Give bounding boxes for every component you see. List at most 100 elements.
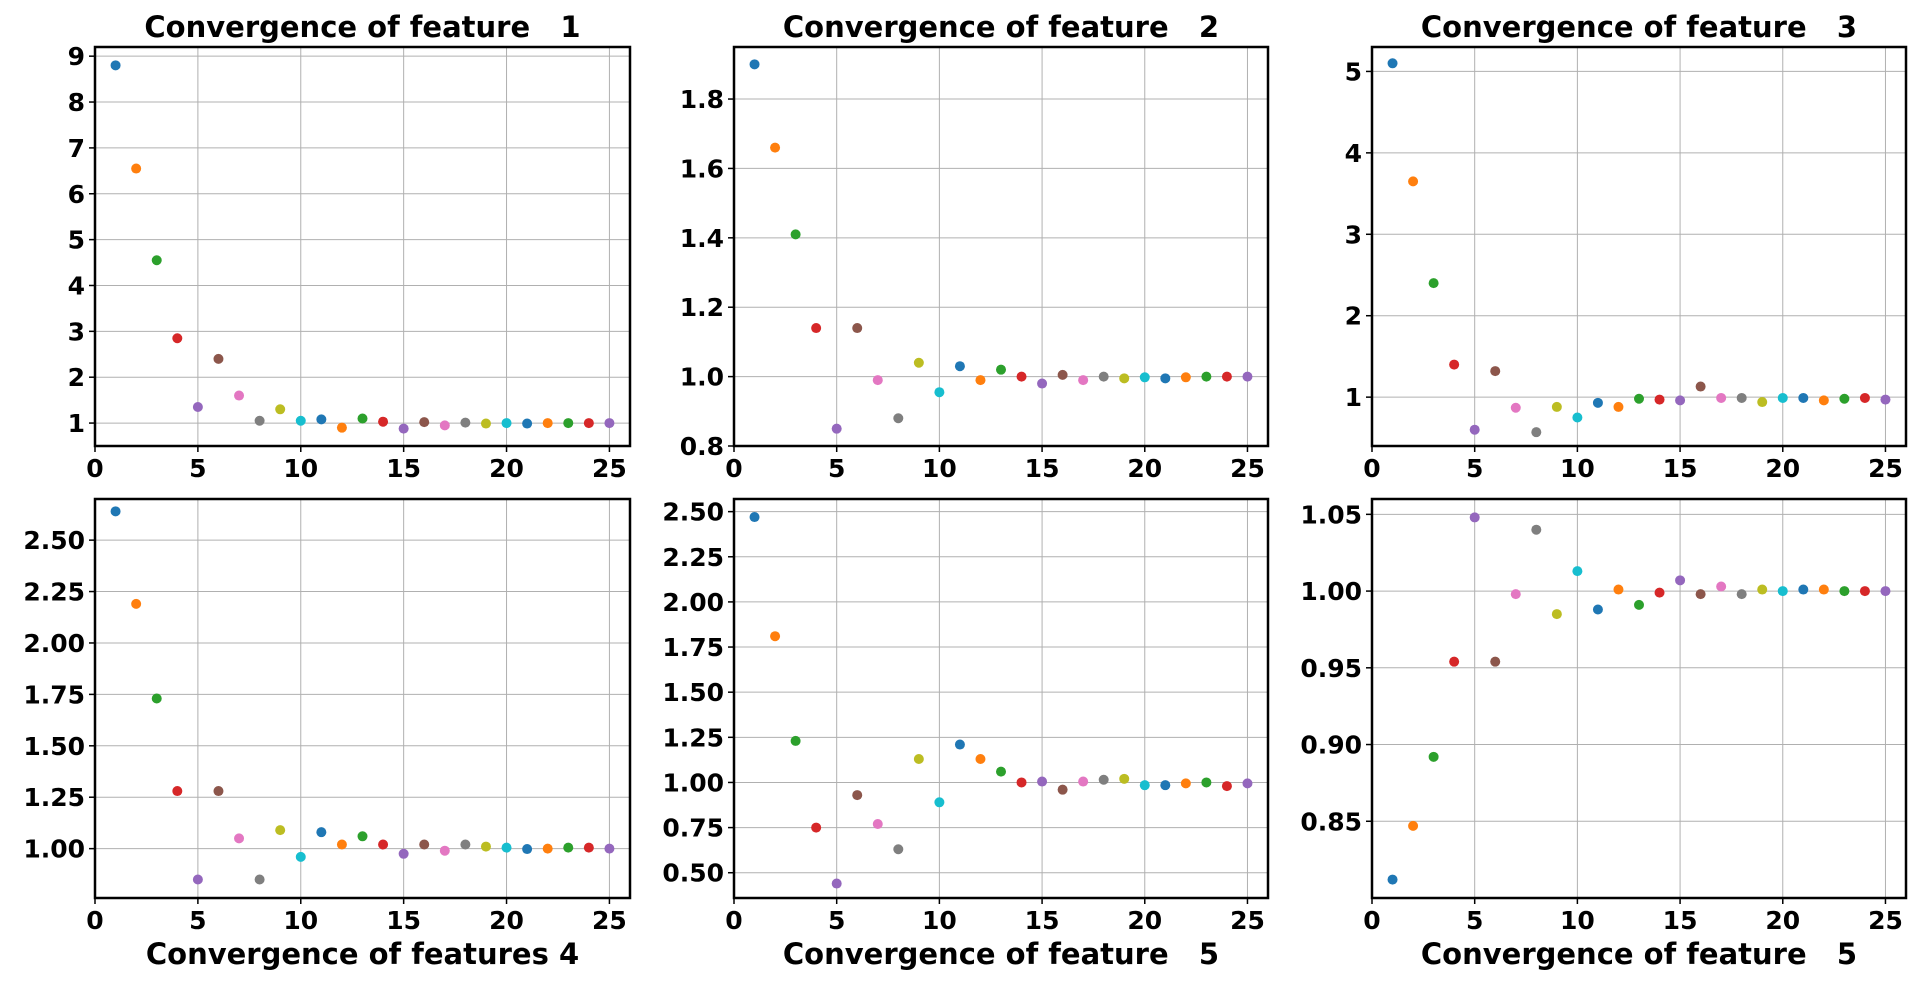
y-tick-label: 6	[68, 180, 85, 209]
x-axis-label: Convergence of feature 5	[1421, 937, 1857, 971]
data-point	[1613, 584, 1624, 595]
data-point	[1016, 777, 1027, 788]
data-point	[1428, 751, 1439, 762]
data-point	[213, 786, 224, 797]
axes-frame	[1370, 45, 1908, 448]
data-point	[275, 404, 286, 415]
x-tick-label: 20	[1127, 906, 1162, 935]
axes-frame	[732, 45, 1270, 448]
data-point	[913, 357, 924, 368]
x-axis-label: Convergence of feature 5	[783, 937, 1219, 971]
data-point	[1859, 586, 1870, 597]
subplot-title: Convergence of feature 2	[783, 10, 1219, 44]
data-point	[852, 323, 863, 334]
data-point	[522, 418, 533, 429]
x-tick-label: 25	[1868, 906, 1903, 935]
data-point	[1057, 369, 1068, 380]
data-point	[172, 786, 183, 797]
data-point	[1201, 777, 1212, 788]
axes-frame	[93, 497, 632, 900]
data-point	[1016, 371, 1027, 382]
x-tick-label: 25	[592, 454, 627, 483]
data-point	[1572, 566, 1583, 577]
data-point	[1675, 395, 1686, 406]
data-point	[1221, 371, 1232, 382]
x-tick-label: 15	[1663, 906, 1698, 935]
data-point	[542, 418, 553, 429]
x-tick-label: 20	[1765, 906, 1800, 935]
data-point	[1180, 778, 1191, 789]
subplot-title: Convergence of feature 1	[144, 10, 580, 44]
x-tick-label: 25	[1230, 454, 1265, 483]
data-point	[378, 839, 389, 850]
x-tick-label: 15	[386, 906, 421, 935]
x-tick-label: 5	[828, 454, 845, 483]
data-point	[1798, 584, 1809, 595]
data-point	[749, 59, 760, 70]
data-point	[1449, 656, 1460, 667]
data-point	[501, 842, 512, 853]
data-point	[1098, 371, 1109, 382]
data-point	[1880, 586, 1891, 597]
data-point	[1613, 401, 1624, 412]
x-tick-label: 25	[592, 906, 627, 935]
data-point	[336, 839, 347, 850]
data-point	[1408, 820, 1419, 831]
y-tick-label: 1.0	[680, 363, 724, 392]
data-point	[604, 418, 615, 429]
data-point	[1119, 773, 1130, 784]
data-point	[522, 844, 533, 855]
y-tick-label: 2.25	[23, 578, 85, 607]
y-tick-label: 1.6	[680, 154, 724, 183]
y-tick-label: 1.75	[662, 633, 724, 662]
data-point	[1531, 524, 1542, 535]
data-point	[275, 825, 286, 836]
data-point	[131, 598, 142, 609]
data-point	[1037, 776, 1048, 787]
data-point	[1037, 378, 1048, 389]
data-point	[1839, 393, 1850, 404]
data-point	[1160, 373, 1171, 384]
data-point	[1654, 394, 1665, 405]
y-tick-label: 1.2	[680, 293, 724, 322]
x-tick-label: 0	[86, 454, 103, 483]
data-point	[790, 735, 801, 746]
data-point	[1654, 587, 1665, 598]
data-point	[563, 842, 574, 853]
data-point	[151, 693, 162, 704]
data-point	[1839, 586, 1850, 597]
data-point	[1221, 781, 1232, 792]
data-point	[357, 831, 368, 842]
data-point	[1531, 427, 1542, 438]
x-tick-label: 5	[189, 454, 206, 483]
data-point	[1880, 394, 1891, 405]
data-point	[1449, 359, 1460, 370]
data-point	[811, 323, 822, 334]
x-tick-label: 20	[489, 906, 524, 935]
data-point	[934, 387, 945, 398]
y-tick-label: 2.50	[23, 526, 85, 555]
y-tick-label: 1.00	[1300, 577, 1362, 606]
data-point	[1098, 774, 1109, 785]
data-point	[1490, 366, 1501, 377]
x-tick-label: 0	[1363, 906, 1380, 935]
data-point	[1242, 371, 1253, 382]
data-point	[1078, 776, 1089, 787]
y-tick-label: 0.50	[662, 859, 724, 888]
data-point	[501, 418, 512, 429]
data-point	[1572, 412, 1583, 423]
y-tick-label: 1.25	[662, 723, 724, 752]
y-tick-label: 2.25	[662, 543, 724, 572]
data-point	[1592, 604, 1603, 615]
x-tick-label: 20	[1765, 454, 1800, 483]
y-tick-label: 2.00	[662, 588, 724, 617]
x-tick-label: 10	[283, 454, 318, 483]
x-tick-label: 5	[189, 906, 206, 935]
data-point	[1757, 397, 1768, 408]
x-tick-label: 0	[1363, 454, 1380, 483]
y-tick-label: 4	[1345, 139, 1362, 168]
data-point	[996, 364, 1006, 375]
subplot-3: 0 5 10 15 20 25 1 2 3 4 5 Convergence of feature 3	[1345, 10, 1908, 483]
data-point	[1139, 372, 1150, 383]
y-tick-label: 0.95	[1300, 654, 1362, 683]
